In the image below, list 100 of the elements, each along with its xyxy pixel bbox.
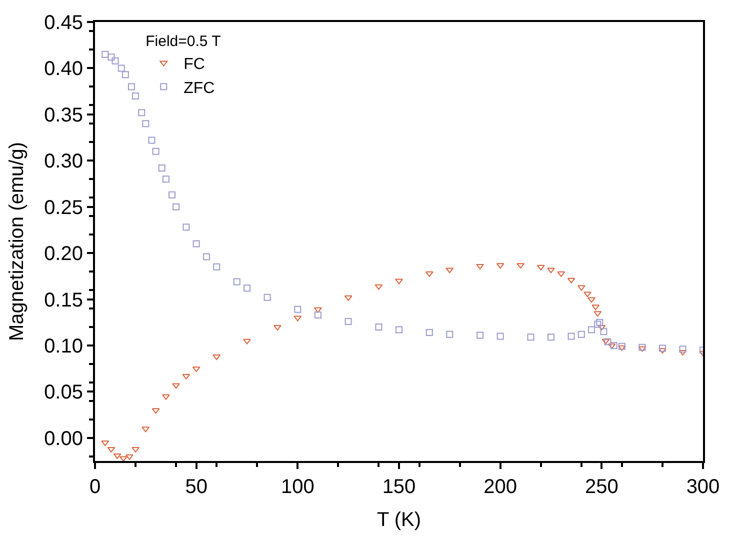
point: [172, 383, 180, 389]
point: [496, 332, 504, 340]
point: [476, 264, 484, 270]
y-tick-label: 0.40: [44, 58, 83, 80]
point: [600, 328, 608, 336]
point: [213, 263, 220, 270]
point: [138, 109, 146, 116]
x-axis-title: T (K): [376, 509, 422, 531]
point: [638, 346, 646, 352]
y-tick-label: 0.25: [44, 196, 83, 219]
point: [446, 330, 454, 338]
point: [192, 240, 200, 248]
y-axis-title: Magnetization (emu/g): [6, 142, 28, 341]
point: [152, 408, 160, 414]
legend-label: ZFC: [184, 80, 215, 97]
point: [273, 324, 282, 330]
point: [182, 224, 190, 231]
point: [496, 263, 504, 269]
point: [594, 320, 602, 328]
point: [102, 50, 109, 58]
point: [264, 294, 271, 301]
point: [588, 297, 596, 303]
point: [148, 136, 156, 144]
point: [638, 344, 646, 351]
point: [604, 338, 612, 346]
legend-label: FC: [184, 56, 205, 74]
point: [426, 329, 433, 336]
point: [598, 324, 606, 330]
point: [425, 271, 434, 277]
point: [547, 268, 555, 274]
point: [516, 263, 525, 269]
y-tick-label: 0.20: [44, 243, 83, 266]
point: [618, 345, 626, 351]
point: [608, 343, 616, 349]
point: [142, 120, 150, 128]
point: [162, 176, 170, 183]
x-tick-label: 150: [382, 476, 416, 498]
x-tick-label: 200: [484, 476, 518, 498]
point: [294, 306, 302, 313]
point: [108, 54, 115, 61]
point: [233, 278, 240, 286]
point: [679, 346, 686, 353]
point: [158, 164, 166, 172]
y-tick-label: 0.10: [44, 335, 83, 358]
point: [375, 323, 382, 330]
y-tick-label: 0.45: [44, 12, 83, 34]
point: [548, 334, 554, 341]
y-tick-label: 0.00: [44, 428, 83, 450]
point: [610, 342, 618, 349]
point: [557, 271, 566, 277]
point: [202, 253, 210, 260]
point: [107, 446, 116, 452]
point: [578, 330, 585, 338]
point: [395, 278, 403, 284]
point: [314, 307, 322, 313]
point: [122, 71, 129, 78]
point: [602, 338, 610, 344]
x-tick-label: 250: [584, 476, 618, 498]
point: [594, 311, 602, 317]
point: [182, 374, 190, 380]
legend-title: Field=0.5 T: [146, 32, 221, 50]
point: [168, 191, 176, 198]
point: [112, 57, 119, 64]
x-tick-label: 50: [185, 476, 208, 498]
point: [243, 338, 251, 344]
point: [396, 326, 402, 334]
y-tick-label: 0.15: [44, 289, 83, 312]
point: [113, 453, 122, 459]
point: [592, 304, 600, 310]
point: [344, 295, 352, 301]
point: [344, 318, 352, 325]
point: [128, 83, 135, 90]
point: [618, 342, 626, 350]
point: [192, 366, 200, 372]
point: [577, 285, 586, 291]
point: [584, 292, 592, 298]
point: [172, 203, 180, 210]
x-tick-label: 300: [686, 476, 720, 498]
point: [152, 148, 160, 155]
point: [294, 316, 302, 322]
point: [244, 284, 250, 292]
point: [567, 278, 576, 284]
point: [162, 394, 170, 400]
point: [132, 446, 140, 452]
point: [678, 350, 687, 356]
point: [658, 344, 666, 352]
point: [314, 311, 322, 318]
point: [212, 354, 221, 360]
y-tick-label: 0.35: [44, 104, 83, 126]
point: [132, 92, 140, 100]
x-tick-label: 100: [280, 476, 314, 498]
y-tick-label: 0.30: [44, 150, 83, 173]
point: [446, 268, 454, 274]
x-tick-label: 0: [89, 476, 101, 498]
point: [101, 440, 110, 446]
point: [142, 426, 150, 432]
point: [596, 318, 604, 326]
point: [476, 332, 484, 339]
point: [118, 64, 125, 72]
point: [588, 326, 596, 334]
